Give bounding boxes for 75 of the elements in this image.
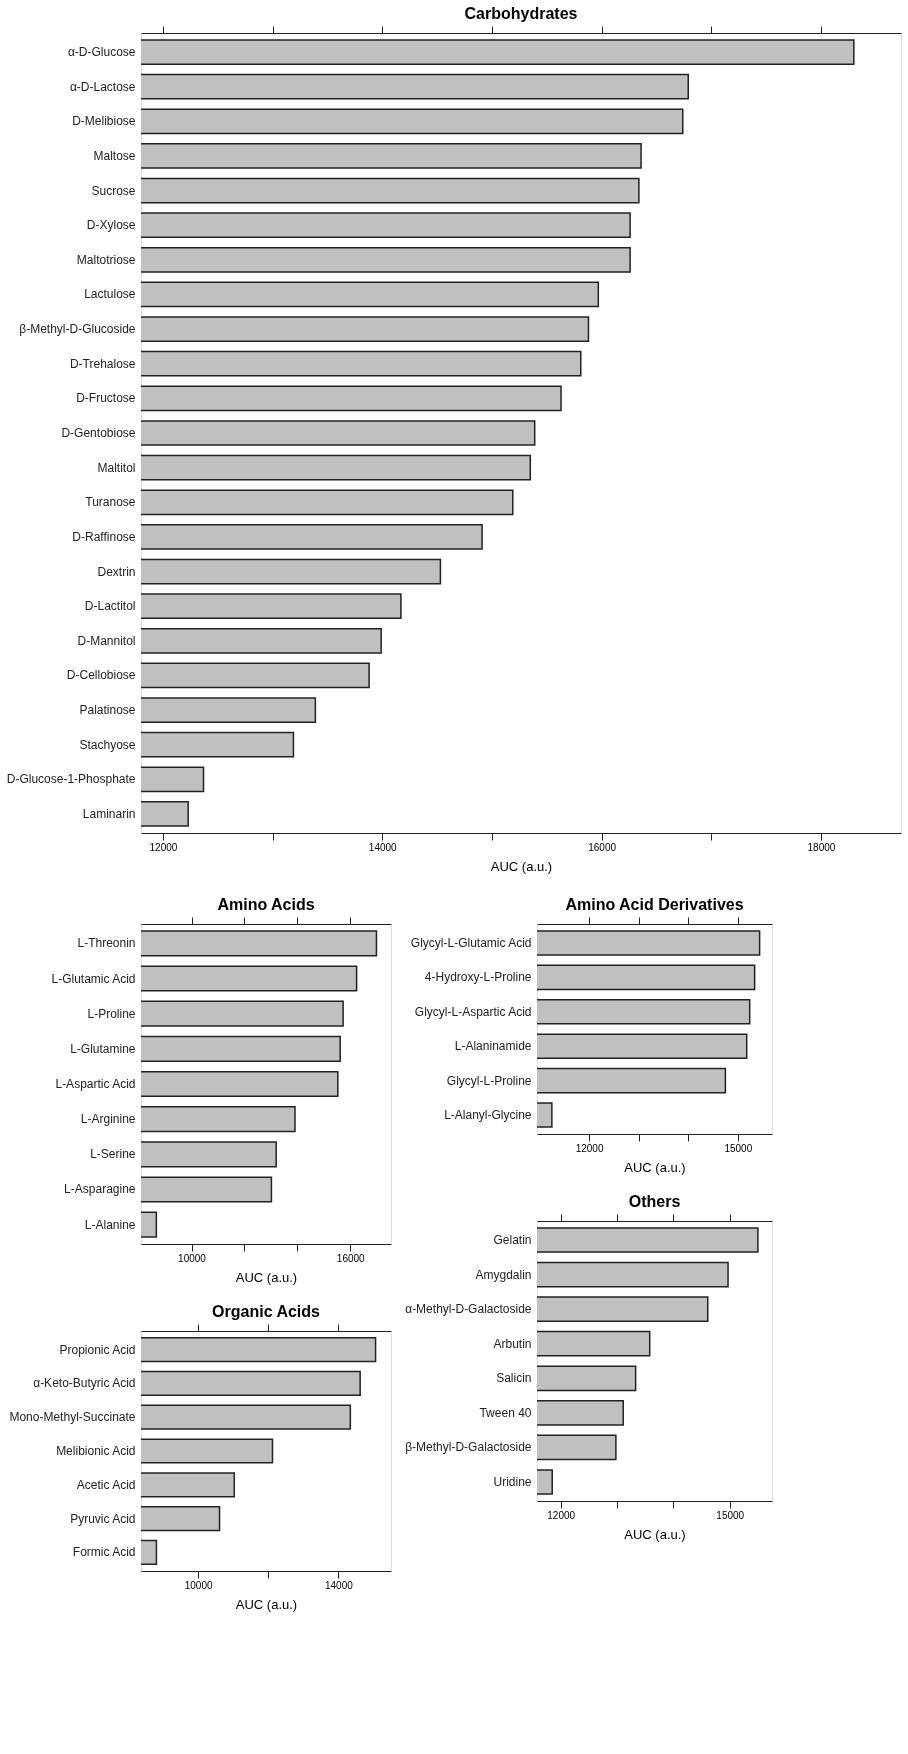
y-tick-label: Turanose: [85, 495, 136, 510]
y-tick-label: Propionic Acid: [59, 1342, 136, 1357]
y-tick-label: Dextrin: [97, 564, 136, 579]
y-tick-label: Sucrose: [91, 183, 136, 198]
y-tick-label: Glycyl-L-Glutamic Acid: [410, 935, 532, 950]
chart-title: Amino Acid Derivatives: [565, 895, 744, 913]
x-tick-label: 12000: [547, 1509, 576, 1521]
y-tick-label: 4-Hydroxy-L-Proline: [424, 970, 532, 985]
y-tick-label: α-Keto-Butyric Acid: [33, 1376, 136, 1391]
y-tick-label: α-D-Glucose: [67, 45, 136, 60]
y-tick-label: Laminarin: [82, 806, 136, 821]
y-tick-label: Melibionic Acid: [56, 1444, 136, 1458]
y-tick-label: D-Cellobiose: [66, 668, 136, 683]
x-tick-label: 15000: [716, 1509, 745, 1521]
y-tick-label: Gelatin: [493, 1233, 532, 1248]
y-tick-label: Stachyose: [79, 737, 136, 752]
y-tick-label: α-Methyl-D-Galactoside: [405, 1302, 532, 1317]
y-tick-label: L-Threonin: [77, 936, 136, 951]
chart-title: Others: [628, 1192, 681, 1210]
y-tick-label: β-Methyl-D-Galactoside: [405, 1440, 532, 1455]
y-tick-label: D-Xylose: [86, 218, 136, 233]
x-axis-title: AUC (a.u.): [235, 1596, 298, 1612]
x-tick-label: 14000: [325, 1579, 354, 1591]
y-tick-label: Arbutin: [493, 1336, 532, 1351]
y-tick-label: Maltitol: [97, 460, 136, 475]
y-tick-label: D-Gentobiose: [61, 426, 136, 440]
x-axis-title: AUC (a.u.): [624, 1159, 686, 1175]
x-tick-label: 12000: [575, 1142, 604, 1154]
y-tick-label: Maltotriose: [76, 252, 136, 267]
y-tick-label: L-Proline: [87, 1006, 136, 1021]
y-tick-label: Amygdalin: [475, 1267, 532, 1282]
y-tick-label: D-Mannitol: [77, 633, 136, 648]
x-axis-title: AUC (a.u.): [490, 858, 553, 874]
y-tick-label: Maltose: [93, 148, 136, 163]
y-tick-label: L-Arginine: [80, 1112, 136, 1127]
y-tick-label: L-Alanine: [84, 1217, 136, 1232]
y-tick-label: Pyruvic Acid: [70, 1511, 136, 1526]
chart-title: Organic Acids: [212, 1302, 321, 1320]
chart-title: Amino Acids: [217, 895, 315, 913]
x-tick-label: 16000: [336, 1252, 366, 1264]
y-tick-label: Glycyl-L-Aspartic Acid: [414, 1004, 532, 1019]
y-tick-label: Acetic Acid: [76, 1477, 136, 1492]
y-tick-label: Uridine: [493, 1474, 532, 1489]
y-tick-label: L-Alaninamide: [454, 1039, 532, 1054]
y-tick-label: Formic Acid: [72, 1545, 136, 1560]
x-axis-title: AUC (a.u.): [235, 1269, 298, 1285]
y-tick-label: L-Serine: [90, 1147, 136, 1162]
y-tick-label: β-Methyl-D-Glucoside: [19, 322, 136, 337]
y-tick-label: D-Glucose-1-Phosphate: [6, 772, 136, 787]
y-tick-label: Salicin: [496, 1371, 532, 1386]
y-tick-label: D-Raffinose: [72, 529, 136, 544]
x-tick-label: 18000: [807, 841, 836, 853]
y-tick-label: L-Glutamine: [70, 1041, 136, 1056]
x-tick-label: 10000: [178, 1252, 207, 1264]
x-axis-title: AUC (a.u.): [624, 1526, 686, 1542]
y-tick-label: L-Glutamic Acid: [51, 971, 136, 986]
y-tick-label: Mono-Methyl-Succinate: [9, 1410, 136, 1425]
x-tick-label: 16000: [588, 841, 617, 853]
y-tick-label: Tween 40: [479, 1405, 532, 1420]
y-tick-label: L-Alanyl-Glycine: [444, 1108, 532, 1123]
y-tick-label: Lactulose: [84, 287, 136, 302]
x-tick-label: 15000: [724, 1142, 753, 1154]
y-tick-label: D-Lactitol: [84, 599, 136, 614]
y-tick-label: Glycyl-L-Proline: [446, 1073, 532, 1088]
y-tick-label: D-Melibiose: [72, 114, 136, 129]
y-tick-label: L-Asparagine: [64, 1182, 136, 1197]
y-tick-label: Palatinose: [79, 703, 136, 718]
y-tick-label: L-Aspartic Acid: [55, 1077, 136, 1091]
x-tick-label: 10000: [184, 1579, 213, 1591]
y-tick-label: D-Fructose: [76, 391, 136, 406]
x-tick-label: 14000: [368, 841, 398, 853]
y-tick-label: α-D-Lactose: [69, 79, 136, 94]
x-tick-label: 12000: [149, 841, 178, 853]
y-tick-label: D-Trehalose: [69, 356, 136, 371]
chart-title: Carbohydrates: [464, 4, 578, 22]
